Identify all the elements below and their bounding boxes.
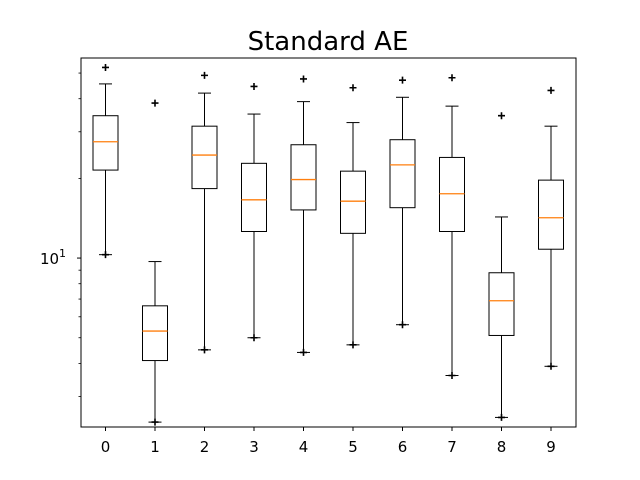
flier-marker bbox=[547, 86, 555, 94]
y-tick-label: 101 bbox=[40, 247, 66, 268]
flier-marker bbox=[349, 341, 357, 349]
flier-marker bbox=[102, 63, 109, 71]
box bbox=[389, 139, 416, 209]
x-axis: 0 1 2 3 4 5 6 7 8 9 bbox=[101, 427, 556, 456]
y-axis: 101 bbox=[40, 72, 81, 397]
x-tick-label: 2 bbox=[200, 438, 210, 456]
x-tick-label: 9 bbox=[546, 438, 556, 456]
box-group-7 bbox=[439, 74, 465, 379]
box bbox=[290, 144, 317, 211]
flier-marker bbox=[151, 99, 159, 107]
flier-marker bbox=[399, 321, 406, 329]
flier-marker bbox=[250, 334, 258, 342]
box-plots bbox=[92, 63, 564, 426]
box-group-9 bbox=[538, 86, 564, 370]
flier-marker bbox=[498, 413, 505, 421]
box bbox=[488, 272, 515, 336]
box-group-2 bbox=[191, 71, 218, 354]
box-group-8 bbox=[488, 112, 515, 421]
flier-marker bbox=[448, 74, 456, 82]
flier-marker bbox=[498, 112, 505, 120]
x-tick-label: 0 bbox=[101, 438, 111, 456]
flier-marker bbox=[547, 362, 555, 370]
x-tick-label: 4 bbox=[299, 438, 309, 456]
flier-marker bbox=[151, 418, 159, 426]
flier-marker bbox=[250, 82, 258, 90]
x-tick-label: 6 bbox=[398, 438, 408, 456]
x-tick-label: 8 bbox=[497, 438, 507, 456]
box-group-5 bbox=[340, 84, 366, 349]
box bbox=[241, 162, 267, 232]
box-group-3 bbox=[241, 82, 267, 342]
x-tick-label: 1 bbox=[150, 438, 160, 456]
flier-marker bbox=[300, 75, 307, 83]
flier-marker bbox=[448, 372, 456, 379]
flier-marker bbox=[201, 71, 208, 79]
flier-marker bbox=[349, 84, 357, 92]
flier-marker bbox=[399, 76, 406, 84]
box bbox=[538, 179, 564, 250]
x-tick-label: 7 bbox=[447, 438, 457, 456]
box-group-4 bbox=[290, 75, 317, 356]
box-group-0 bbox=[92, 63, 119, 259]
plot-area bbox=[80, 57, 577, 428]
box bbox=[340, 170, 366, 234]
box bbox=[142, 305, 168, 362]
chart-title: Standard AE bbox=[248, 27, 409, 57]
flier-marker bbox=[201, 346, 208, 354]
box bbox=[191, 125, 218, 190]
x-tick-label: 5 bbox=[348, 438, 358, 456]
x-tick-label: 3 bbox=[249, 438, 259, 456]
flier-marker bbox=[102, 251, 109, 259]
box bbox=[92, 115, 119, 171]
box-group-1 bbox=[142, 99, 168, 426]
flier-marker bbox=[300, 348, 307, 356]
box-group-6 bbox=[389, 76, 416, 329]
box bbox=[439, 156, 465, 232]
